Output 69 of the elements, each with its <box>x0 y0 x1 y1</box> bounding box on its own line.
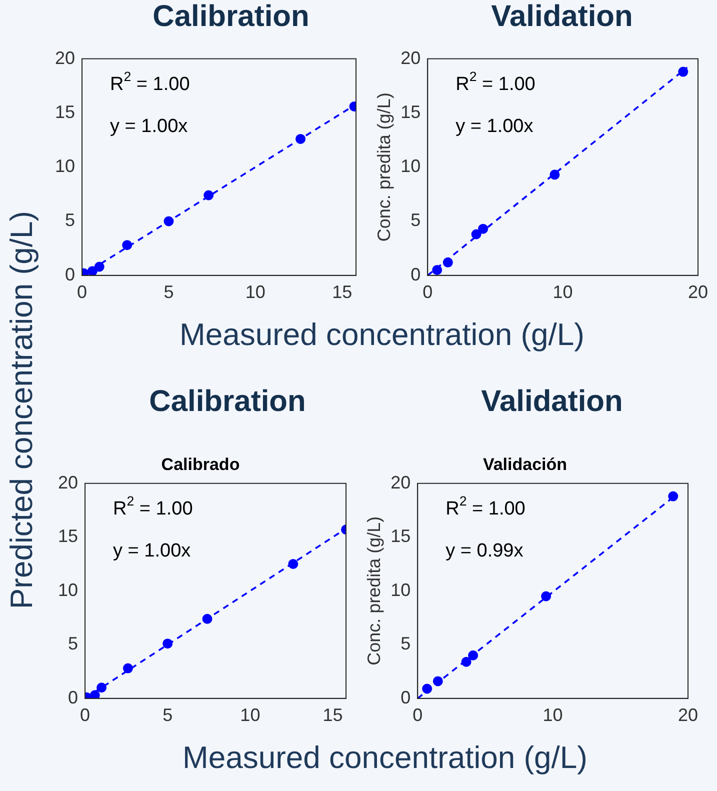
y-tick-label: 20 <box>54 48 76 68</box>
point <box>468 650 478 660</box>
y-tick-label: 15 <box>54 102 76 122</box>
point <box>87 266 98 276</box>
point <box>90 690 100 698</box>
point <box>94 262 104 272</box>
y-tick-label: 15 <box>390 526 411 546</box>
x-tick-label: 5 <box>164 282 174 302</box>
point <box>478 224 488 234</box>
point <box>96 682 107 693</box>
point <box>162 638 173 649</box>
chart-title: Calibration <box>148 385 307 419</box>
x-tick-label: 10 <box>552 282 573 302</box>
y-tick-label: 10 <box>54 156 76 176</box>
point <box>461 656 472 667</box>
y-tick-label: 0 <box>410 264 421 284</box>
y-tick-label: 20 <box>400 48 421 68</box>
point <box>442 257 453 268</box>
annotation: y = 1.00x <box>110 116 188 138</box>
point <box>471 229 482 240</box>
y-tick-label: 0 <box>65 264 76 284</box>
annotation: y = 1.00x <box>456 116 534 138</box>
chart-title: Validation <box>490 0 634 34</box>
point <box>288 559 298 570</box>
x-axis-title: Measured concentration (g/L) <box>178 317 586 353</box>
x-axis-title: Measured concentration (g/L) <box>182 740 588 776</box>
chart-subtitle: Validación <box>482 454 568 474</box>
annotation: y = 0.99x <box>446 540 524 562</box>
y-tick-label: 15 <box>58 526 78 546</box>
x-tick-label: 15 <box>332 282 352 302</box>
y-tick-label: 0 <box>68 687 78 708</box>
point <box>164 216 174 226</box>
y-tick-label: 0 <box>400 687 411 708</box>
point <box>202 614 212 624</box>
point <box>122 663 133 674</box>
y-tick-label: 5 <box>65 210 76 230</box>
x-tick-label: 20 <box>688 282 708 302</box>
y-tick-label: 10 <box>400 156 421 176</box>
y-tick-label: 20 <box>390 472 411 492</box>
annotation: y = 1.00x <box>113 540 192 562</box>
point <box>432 676 443 686</box>
y-tick-label: 10 <box>390 580 411 600</box>
point <box>422 684 432 694</box>
point <box>122 240 132 250</box>
y-tick-label: 5 <box>410 210 421 230</box>
y-tick-label: 5 <box>68 634 78 654</box>
x-tick-label: 10 <box>240 705 260 726</box>
chart-title: Calibration <box>152 0 310 34</box>
y-tick-label: 15 <box>400 102 421 122</box>
y-tick-label: 10 <box>58 580 78 600</box>
y-axis-title: Conc. predita (g/L) <box>364 516 384 666</box>
y-axis-title: Predicted concentration (g/L) <box>4 210 40 610</box>
point <box>541 591 552 602</box>
point <box>550 170 560 180</box>
chart-title: Validation <box>480 385 624 419</box>
point <box>668 491 678 502</box>
y-tick-label: 20 <box>58 472 78 492</box>
point <box>204 190 214 200</box>
point <box>296 134 306 144</box>
point <box>432 264 442 275</box>
y-axis-title: Conc. predita (g/L) <box>374 92 394 242</box>
y-tick-label: 5 <box>400 634 411 654</box>
x-tick-label: 15 <box>322 705 343 726</box>
x-tick-label: 10 <box>245 282 266 302</box>
chart-subtitle: Calibrado <box>161 454 240 474</box>
x-tick-label: 10 <box>542 705 563 726</box>
x-tick-label: 20 <box>678 705 698 726</box>
point <box>678 66 688 77</box>
x-tick-label: 5 <box>162 705 173 726</box>
